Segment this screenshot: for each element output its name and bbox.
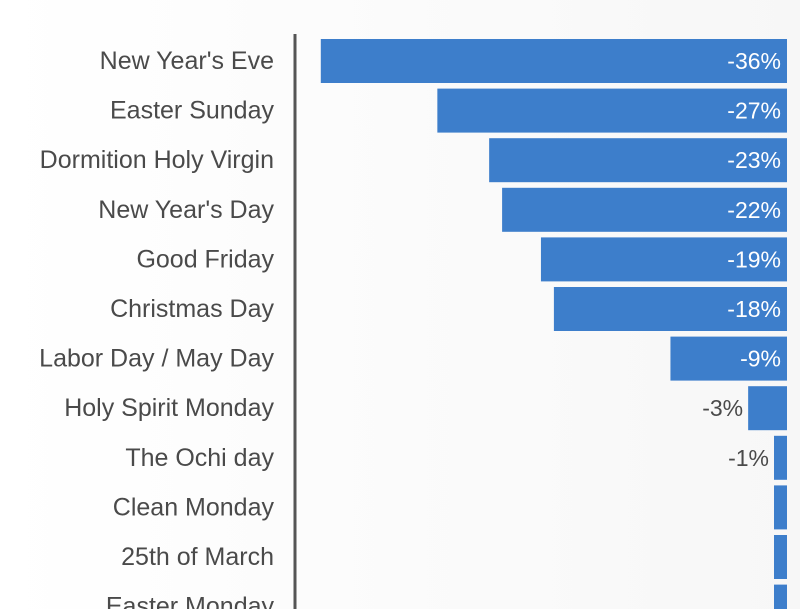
bar bbox=[553, 287, 787, 331]
category-label: Easter Monday bbox=[106, 593, 275, 609]
value-label: -9% bbox=[740, 346, 781, 372]
category-label: Labor Day / May Day bbox=[39, 345, 274, 373]
value-labels: -36% -27% -23% -22% -19% -18% -9% -3% -1% bbox=[702, 48, 781, 471]
category-label: Christmas Day bbox=[110, 295, 274, 323]
bar bbox=[502, 187, 787, 232]
bar bbox=[320, 39, 787, 83]
bar bbox=[774, 584, 787, 609]
value-label: -23% bbox=[727, 147, 781, 173]
value-label: -36% bbox=[727, 48, 781, 74]
value-label: -1% bbox=[728, 445, 769, 471]
bar bbox=[774, 485, 787, 530]
category-label: Dormition Holy Virgin bbox=[40, 146, 274, 174]
bar bbox=[437, 88, 787, 133]
category-label: Holy Spirit Monday bbox=[64, 394, 274, 422]
category-label: The Ochi day bbox=[125, 444, 274, 472]
category-label: Easter Sunday bbox=[110, 97, 274, 125]
category-label: Good Friday bbox=[136, 245, 274, 273]
value-label: -27% bbox=[727, 98, 781, 124]
bar bbox=[670, 336, 787, 381]
bar bbox=[540, 237, 787, 282]
bar bbox=[489, 138, 787, 183]
bars-layer bbox=[320, 39, 787, 609]
bar bbox=[748, 386, 787, 431]
bar bbox=[774, 435, 787, 480]
category-label: New Year's Eve bbox=[100, 47, 274, 75]
category-label: Clean Monday bbox=[113, 493, 275, 521]
value-label: -3% bbox=[702, 395, 743, 421]
category-label: 25th of March bbox=[121, 543, 274, 571]
bar bbox=[774, 535, 787, 579]
value-label: -18% bbox=[727, 296, 781, 322]
category-label: New Year's Day bbox=[98, 196, 274, 224]
value-label: -22% bbox=[727, 197, 781, 223]
category-labels: New Year's Eve Easter Sunday Dormition Hol… bbox=[39, 47, 274, 609]
value-label: -19% bbox=[727, 246, 781, 272]
